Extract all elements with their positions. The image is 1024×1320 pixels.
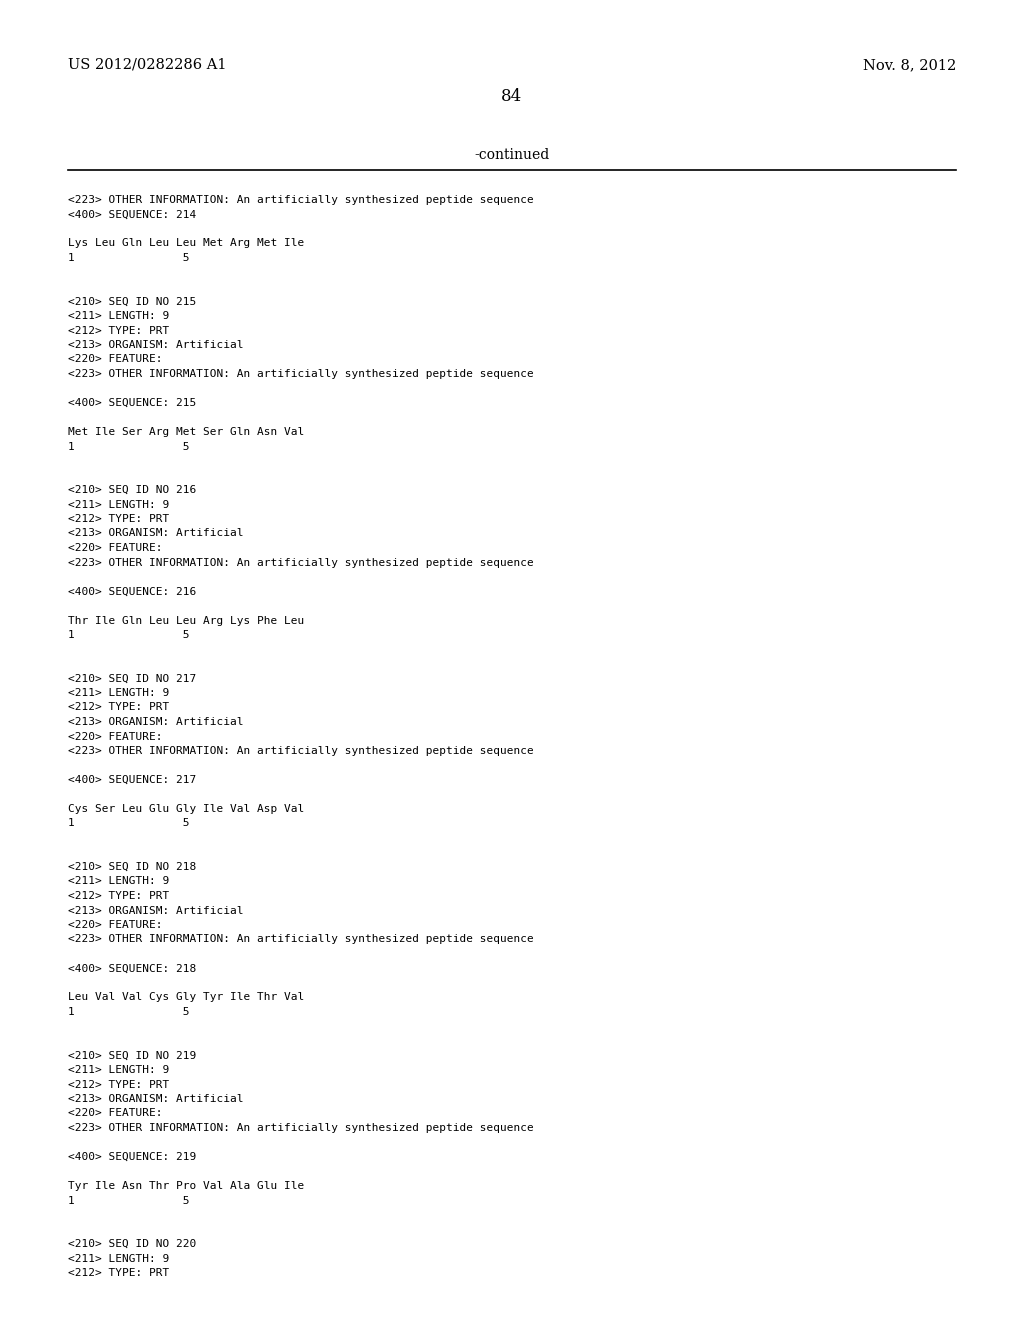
Text: 1                5: 1 5 [68, 253, 189, 263]
Text: <220> FEATURE:: <220> FEATURE: [68, 1109, 163, 1118]
Text: <400> SEQUENCE: 214: <400> SEQUENCE: 214 [68, 210, 197, 219]
Text: 1                5: 1 5 [68, 1007, 189, 1016]
Text: <213> ORGANISM: Artificial: <213> ORGANISM: Artificial [68, 528, 244, 539]
Text: <212> TYPE: PRT: <212> TYPE: PRT [68, 702, 169, 713]
Text: <210> SEQ ID NO 215: <210> SEQ ID NO 215 [68, 297, 197, 306]
Text: 1                5: 1 5 [68, 1196, 189, 1205]
Text: Lys Leu Gln Leu Leu Met Arg Met Ile: Lys Leu Gln Leu Leu Met Arg Met Ile [68, 239, 304, 248]
Text: <220> FEATURE:: <220> FEATURE: [68, 355, 163, 364]
Text: <400> SEQUENCE: 215: <400> SEQUENCE: 215 [68, 399, 197, 408]
Text: Met Ile Ser Arg Met Ser Gln Asn Val: Met Ile Ser Arg Met Ser Gln Asn Val [68, 426, 304, 437]
Text: <211> LENGTH: 9: <211> LENGTH: 9 [68, 876, 169, 887]
Text: <220> FEATURE:: <220> FEATURE: [68, 920, 163, 931]
Text: Leu Val Val Cys Gly Tyr Ile Thr Val: Leu Val Val Cys Gly Tyr Ile Thr Val [68, 993, 304, 1002]
Text: <400> SEQUENCE: 219: <400> SEQUENCE: 219 [68, 1152, 197, 1162]
Text: <211> LENGTH: 9: <211> LENGTH: 9 [68, 312, 169, 321]
Text: 1                5: 1 5 [68, 818, 189, 829]
Text: <212> TYPE: PRT: <212> TYPE: PRT [68, 513, 169, 524]
Text: 1                5: 1 5 [68, 441, 189, 451]
Text: <223> OTHER INFORMATION: An artificially synthesized peptide sequence: <223> OTHER INFORMATION: An artificially… [68, 370, 534, 379]
Text: <223> OTHER INFORMATION: An artificially synthesized peptide sequence: <223> OTHER INFORMATION: An artificially… [68, 1123, 534, 1133]
Text: <223> OTHER INFORMATION: An artificially synthesized peptide sequence: <223> OTHER INFORMATION: An artificially… [68, 195, 534, 205]
Text: <212> TYPE: PRT: <212> TYPE: PRT [68, 1080, 169, 1089]
Text: <210> SEQ ID NO 218: <210> SEQ ID NO 218 [68, 862, 197, 873]
Text: Thr Ile Gln Leu Leu Arg Lys Phe Leu: Thr Ile Gln Leu Leu Arg Lys Phe Leu [68, 615, 304, 626]
Text: <210> SEQ ID NO 217: <210> SEQ ID NO 217 [68, 673, 197, 684]
Text: <400> SEQUENCE: 217: <400> SEQUENCE: 217 [68, 775, 197, 785]
Text: <213> ORGANISM: Artificial: <213> ORGANISM: Artificial [68, 906, 244, 916]
Text: <210> SEQ ID NO 219: <210> SEQ ID NO 219 [68, 1051, 197, 1060]
Text: <213> ORGANISM: Artificial: <213> ORGANISM: Artificial [68, 341, 244, 350]
Text: US 2012/0282286 A1: US 2012/0282286 A1 [68, 58, 226, 73]
Text: <223> OTHER INFORMATION: An artificially synthesized peptide sequence: <223> OTHER INFORMATION: An artificially… [68, 935, 534, 945]
Text: <210> SEQ ID NO 220: <210> SEQ ID NO 220 [68, 1239, 197, 1249]
Text: <212> TYPE: PRT: <212> TYPE: PRT [68, 1269, 169, 1278]
Text: Nov. 8, 2012: Nov. 8, 2012 [863, 58, 956, 73]
Text: <210> SEQ ID NO 216: <210> SEQ ID NO 216 [68, 484, 197, 495]
Text: <213> ORGANISM: Artificial: <213> ORGANISM: Artificial [68, 717, 244, 727]
Text: <211> LENGTH: 9: <211> LENGTH: 9 [68, 688, 169, 698]
Text: <400> SEQUENCE: 216: <400> SEQUENCE: 216 [68, 586, 197, 597]
Text: <213> ORGANISM: Artificial: <213> ORGANISM: Artificial [68, 1094, 244, 1104]
Text: <212> TYPE: PRT: <212> TYPE: PRT [68, 326, 169, 335]
Text: 84: 84 [502, 88, 522, 106]
Text: 1                5: 1 5 [68, 630, 189, 640]
Text: <211> LENGTH: 9: <211> LENGTH: 9 [68, 1065, 169, 1074]
Text: -continued: -continued [474, 148, 550, 162]
Text: <220> FEATURE:: <220> FEATURE: [68, 543, 163, 553]
Text: <212> TYPE: PRT: <212> TYPE: PRT [68, 891, 169, 902]
Text: Tyr Ile Asn Thr Pro Val Ala Glu Ile: Tyr Ile Asn Thr Pro Val Ala Glu Ile [68, 1181, 304, 1191]
Text: <400> SEQUENCE: 218: <400> SEQUENCE: 218 [68, 964, 197, 974]
Text: <223> OTHER INFORMATION: An artificially synthesized peptide sequence: <223> OTHER INFORMATION: An artificially… [68, 557, 534, 568]
Text: <211> LENGTH: 9: <211> LENGTH: 9 [68, 1254, 169, 1263]
Text: <211> LENGTH: 9: <211> LENGTH: 9 [68, 499, 169, 510]
Text: <223> OTHER INFORMATION: An artificially synthesized peptide sequence: <223> OTHER INFORMATION: An artificially… [68, 746, 534, 756]
Text: <220> FEATURE:: <220> FEATURE: [68, 731, 163, 742]
Text: Cys Ser Leu Glu Gly Ile Val Asp Val: Cys Ser Leu Glu Gly Ile Val Asp Val [68, 804, 304, 814]
